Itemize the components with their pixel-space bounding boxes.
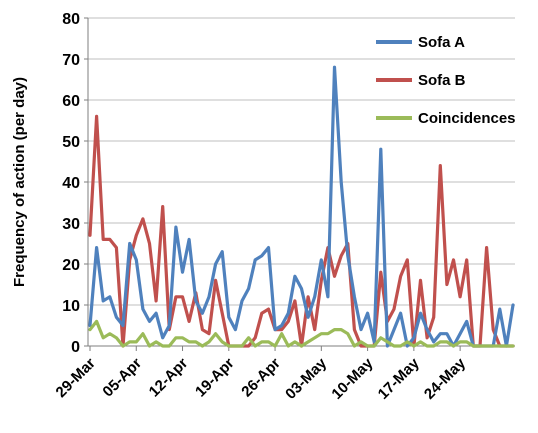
legend-background <box>366 32 534 54</box>
y-tick-label: 50 <box>62 134 80 151</box>
y-tick-label: 40 <box>62 175 80 192</box>
y-tick-label: 10 <box>62 298 80 315</box>
series-line-sofa-a <box>88 65 515 348</box>
x-tick-label: 26-Apr <box>238 355 284 401</box>
y-tick-label: 30 <box>62 216 80 233</box>
legend: Sofa A Sofa B Coincidences <box>366 32 534 130</box>
y-tick-label: 70 <box>62 52 80 69</box>
x-tick-label: 17-May <box>375 354 423 402</box>
x-tick-label: 10-May <box>328 354 376 402</box>
legend-background <box>366 108 534 130</box>
y-tick-label: 20 <box>62 257 80 274</box>
legend-label: Coincidences <box>418 110 516 127</box>
y-axis-label: Frequency of action (per day) <box>11 77 28 287</box>
series-line-coincidences <box>88 319 515 348</box>
legend-label: Sofa A <box>418 34 465 51</box>
x-tick-label: 12-Apr <box>146 355 192 401</box>
x-tick-label: 05-Apr <box>99 355 145 401</box>
x-tick-label: 03-May <box>282 354 330 402</box>
y-tick-label: 60 <box>62 93 80 110</box>
legend-label: Sofa B <box>418 72 466 89</box>
x-tick-label: 29-Mar <box>53 355 99 401</box>
legend-background <box>366 70 534 92</box>
series-line-sofa-b <box>88 114 515 348</box>
y-tick-label: 0 <box>71 339 80 356</box>
x-tick-label: 19-Apr <box>192 355 238 401</box>
y-tick-label: 80 <box>62 11 80 28</box>
series-lines <box>88 65 515 348</box>
x-tick-label: 24-May <box>421 354 469 402</box>
